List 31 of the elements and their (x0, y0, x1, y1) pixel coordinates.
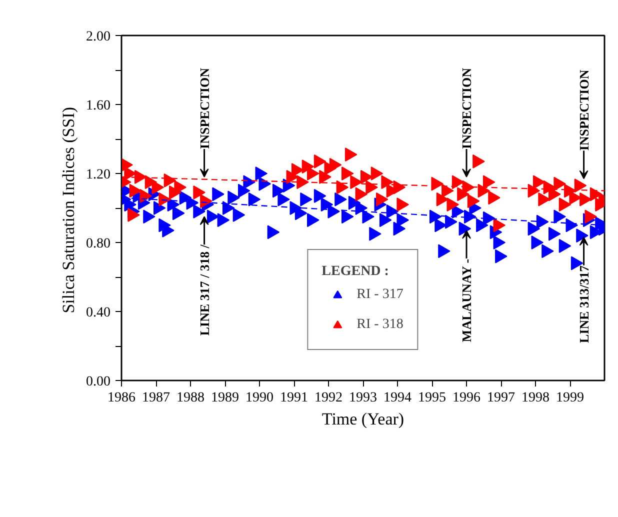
x-tick-label: 1988 (176, 390, 204, 406)
y-tick-label: 1.20 (86, 168, 110, 182)
y-tick-label: 2.00 (86, 30, 110, 44)
x-tick-label: 1999 (556, 390, 584, 406)
y-tick-label: 0.00 (86, 374, 110, 390)
annotation: INSPECTION (459, 67, 474, 149)
annotation: LINE 317 / 318 / (196, 244, 212, 336)
y-tick-label: 0.40 (86, 306, 110, 320)
x-tick-label: 1997 (487, 390, 515, 406)
x-tick-label: 1994 (384, 390, 412, 406)
x-axis-title: Time (Year) (322, 410, 404, 428)
y-tick-label: 0.80 (86, 236, 110, 252)
x-tick-label: 1989 (211, 390, 239, 406)
annotation: INSPECTION (196, 67, 212, 149)
x-tick-label: 1990 (246, 390, 274, 406)
x-tick-label: 1992 (314, 390, 342, 406)
legend-title: LEGEND : (322, 264, 390, 280)
y-axis-title: Silica Saturation Indices (SSI) (59, 106, 78, 314)
y-tick-label: 1.60 (86, 98, 110, 114)
x-tick-label: 1991 (280, 390, 308, 406)
legend-label: RI - 318 (356, 317, 404, 333)
x-tick-label: 1986 (108, 390, 136, 406)
annotation: LINE 313/317 (576, 264, 592, 343)
annotation: INSPECTION (576, 69, 592, 151)
x-tick-label: 1995 (418, 390, 446, 406)
annotation: MALAUNAY - (459, 258, 474, 342)
x-tick-label: 1998 (522, 390, 550, 406)
x-tick-label: 1996 (452, 390, 480, 406)
x-tick-label: 1987 (142, 390, 170, 406)
legend-label: RI - 317 (356, 287, 404, 303)
x-tick-label: 1993 (349, 390, 377, 406)
